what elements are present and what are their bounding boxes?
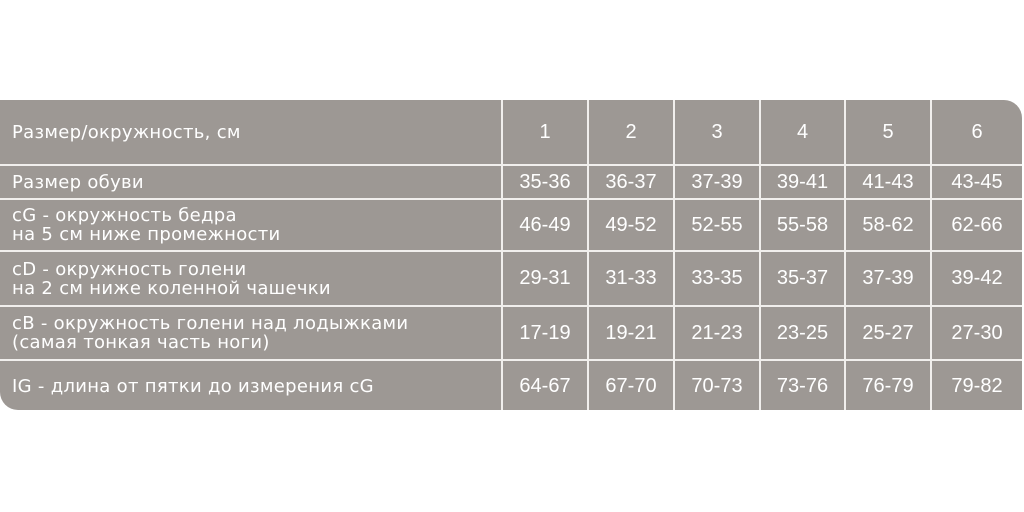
table-cell: 39-41: [761, 166, 844, 198]
row-label: IG - длина от пятки до измерения cG: [0, 361, 501, 410]
size-header: 1: [503, 100, 587, 164]
table-cell: 73-76: [761, 361, 844, 410]
table-cell: 33-35: [675, 252, 759, 305]
table-cell: 64-67: [503, 361, 587, 410]
table-cell: 62-66: [932, 200, 1022, 250]
row-label: Размер обуви: [0, 166, 501, 198]
table-cell: 58-62: [846, 200, 930, 250]
table-cell: 55-58: [761, 200, 844, 250]
table-cell: 46-49: [503, 200, 587, 250]
table-cell: 29-31: [503, 252, 587, 305]
table-cell: 25-27: [846, 307, 930, 359]
table-cell: 35-37: [761, 252, 844, 305]
size-header: 5: [846, 100, 930, 164]
table-cell: 43-45: [932, 166, 1022, 198]
table-cell: 37-39: [675, 166, 759, 198]
size-header: 3: [675, 100, 759, 164]
size-header: 4: [761, 100, 844, 164]
size-header: 6: [932, 100, 1022, 164]
table-cell: 37-39: [846, 252, 930, 305]
table-cell: 36-37: [589, 166, 673, 198]
table-cell: 31-33: [589, 252, 673, 305]
size-table: Размер/окружность, см 1 2 3 4 5 6 Размер обуви 3…: [0, 100, 1022, 410]
row-label: cB - окружность голени над лодыжками (са…: [0, 307, 501, 359]
table-cell: 17-19: [503, 307, 587, 359]
table-cell: 21-23: [675, 307, 759, 359]
table-cell: 35-36: [503, 166, 587, 198]
row-label: cG - окружность бедра на 5 см ниже проме…: [0, 200, 501, 250]
table-cell: 79-82: [932, 361, 1022, 410]
table-cell: 52-55: [675, 200, 759, 250]
table-cell: 39-42: [932, 252, 1022, 305]
table-cell: 67-70: [589, 361, 673, 410]
header-label: Размер/окружность, см: [0, 100, 501, 164]
table-cell: 49-52: [589, 200, 673, 250]
size-header: 2: [589, 100, 673, 164]
table-cell: 27-30: [932, 307, 1022, 359]
table-cell: 76-79: [846, 361, 930, 410]
table-cell: 41-43: [846, 166, 930, 198]
table-cell: 70-73: [675, 361, 759, 410]
table-cell: 19-21: [589, 307, 673, 359]
table-cell: 23-25: [761, 307, 844, 359]
row-label: cD - окружность голени на 2 см ниже коле…: [0, 252, 501, 305]
